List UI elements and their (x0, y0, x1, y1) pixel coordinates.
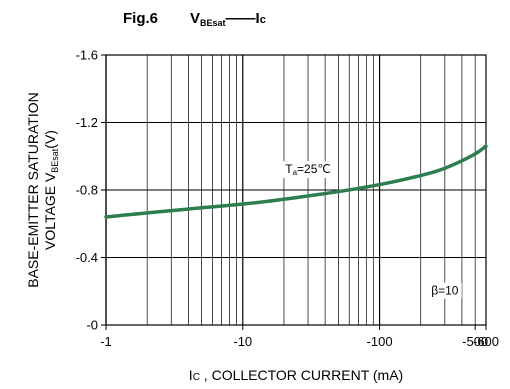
figure-title: VBEsat——Ic (190, 10, 266, 28)
y-tick-label: -1.6 (76, 48, 98, 63)
y-axis-label-line2-rest: (V) (42, 130, 58, 149)
annotations: Ta=25℃ β=10 (282, 161, 462, 299)
plot-frame (105, 54, 487, 326)
annotation-temperature: Ta=25℃ (285, 162, 331, 177)
figure-title-dash: —— (226, 10, 256, 27)
y-tick-label: -0.4 (76, 250, 98, 265)
y-tick-label: -0 (86, 318, 98, 333)
x-tick-label: -500 (462, 334, 488, 349)
figure-title-main: V (190, 10, 200, 27)
x-tick-label: -600 (473, 334, 499, 349)
series-line (104, 144, 488, 219)
annotation-backing (282, 161, 334, 179)
axis-ticks: -0 -0.4 -0.8 -1.2 -1.6 -1 -10 -100 -500-600 (76, 48, 499, 350)
y-axis-label-line1: BASE-EMITTER SATURATION (25, 92, 41, 288)
series-group (104, 144, 488, 219)
figure-number: Fig.6 (123, 10, 158, 27)
x-axis-label-rest: , COLLECTOR CURRENT (mA) (200, 367, 403, 383)
y-axis-label-line2-main: VOLTAGE V (42, 172, 58, 250)
x-axis-label: IC , COLLECTOR CURRENT (mA) (189, 367, 403, 383)
y-axis-label: BASE-EMITTER SATURATION VOLTAGE VBEsat(V… (25, 92, 60, 288)
x-tick-label: -10 (233, 334, 252, 349)
figure-title-right-sub: c (260, 14, 266, 26)
figure-title-right-main: I (256, 10, 260, 27)
y-axis-label-line2: VOLTAGE VBEsat(V) (42, 130, 60, 250)
x-axis-label-prefix: I (189, 367, 193, 383)
figure-title-sub: BEsat (200, 18, 226, 28)
x-tick-label: -100 (367, 334, 393, 349)
y-tick-label: -1.2 (76, 115, 98, 130)
x-tick-label: -1 (100, 334, 112, 349)
annotation-backing (428, 282, 462, 299)
annotation-beta: β=10 (431, 284, 459, 298)
x-axis-label-sub: C (193, 372, 200, 383)
y-tick-label: -0.8 (76, 183, 98, 198)
y-axis-label-line2-sub: BEsat (50, 148, 60, 173)
